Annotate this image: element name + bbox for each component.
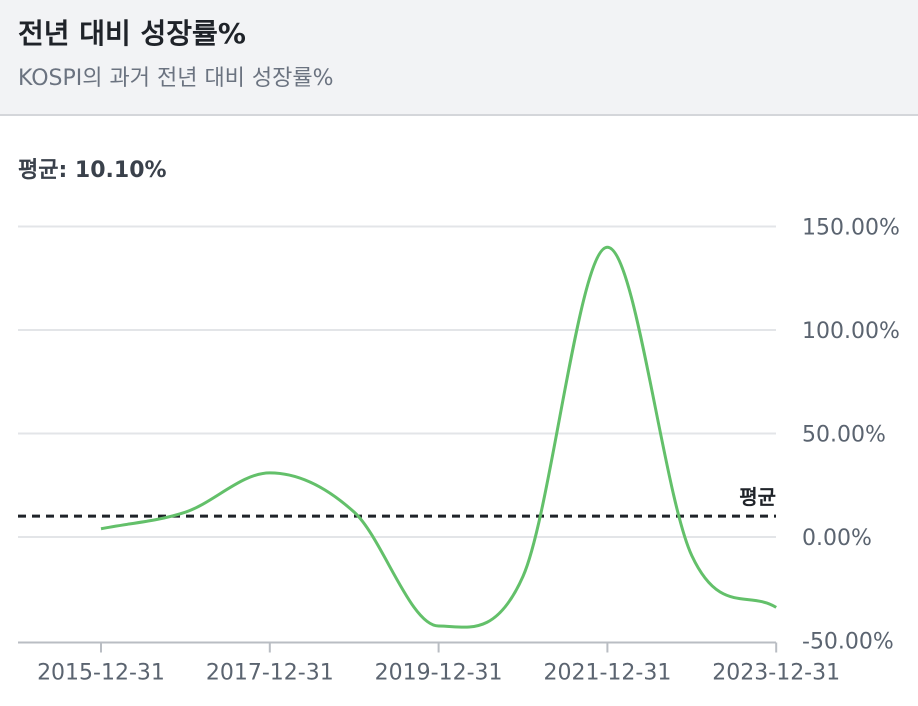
x-tick-label: 2017-12-31 [206, 661, 334, 686]
chart-title: 전년 대비 성장률% [18, 17, 246, 50]
y-tick-label: 150.00% [802, 216, 900, 241]
x-tick-label: 2019-12-31 [375, 661, 503, 686]
y-tick-label: 100.00% [802, 319, 900, 344]
average-line-label: 평균 [739, 485, 776, 509]
y-tick-label: 50.00% [802, 423, 886, 448]
average-value: 평균: 10.10% [18, 158, 167, 183]
chart-header: 전년 대비 성장률% KOSPI의 과거 전년 대비 성장률% [0, 0, 918, 116]
chart-subtitle: KOSPI의 과거 전년 대비 성장률% [18, 66, 334, 91]
x-tick-label: 2015-12-31 [37, 661, 165, 686]
series-line [100, 245, 777, 629]
y-tick-label: -50.00% [802, 630, 894, 655]
y-tick-label: 0.00% [802, 526, 872, 551]
x-tick-label: 2023-12-31 [712, 661, 840, 686]
x-tick-label: 2021-12-31 [543, 661, 671, 686]
